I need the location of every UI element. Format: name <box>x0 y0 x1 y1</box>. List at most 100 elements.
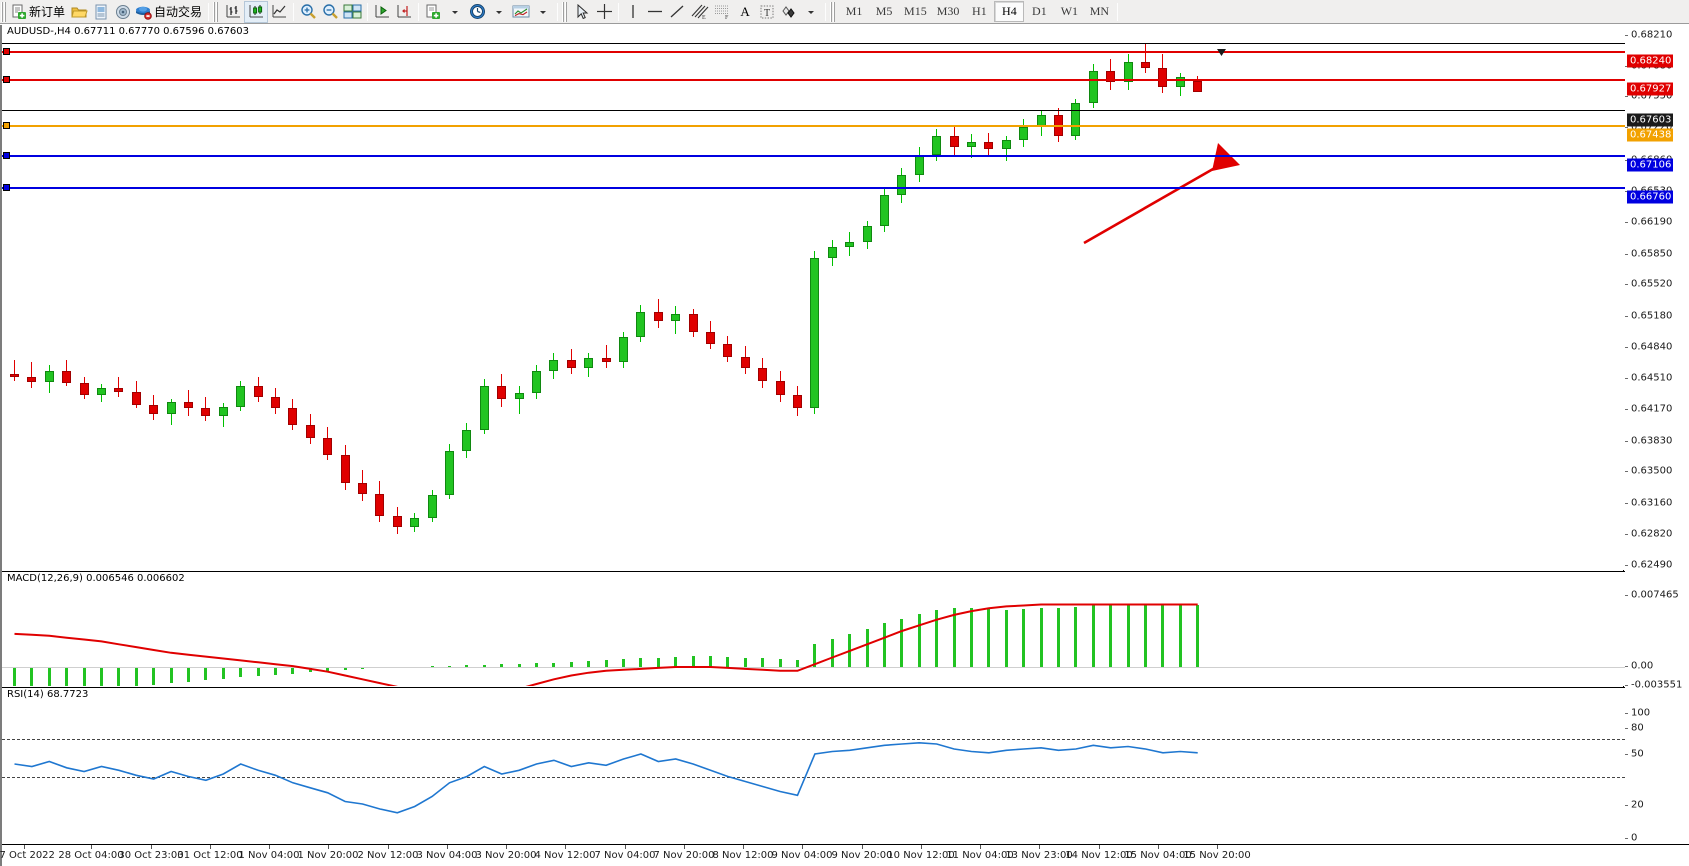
candlestick-chart-button[interactable] <box>244 0 269 23</box>
timeframe-button-mn[interactable]: MN <box>1084 1 1114 22</box>
objects-list-button[interactable] <box>778 1 800 23</box>
price-tick <box>1624 315 1628 317</box>
timeframe-button-m5[interactable]: M5 <box>869 1 899 22</box>
timeframe-button-d1[interactable]: D1 <box>1024 1 1054 22</box>
price-axis[interactable]: 0.682100.678800.675500.672200.668600.665… <box>1623 25 1689 866</box>
crosshair-button[interactable] <box>593 1 615 23</box>
macd-pane[interactable]: MACD(12,26,9) 0.006546 0.006602 <box>2 571 1625 686</box>
price-tick <box>1624 440 1628 442</box>
price-tag[interactable]: 0.67603 <box>1627 113 1674 127</box>
text-button[interactable]: A <box>734 1 756 23</box>
timeframe-button-m30[interactable]: M30 <box>932 1 965 22</box>
candle-body <box>1141 61 1150 69</box>
load-profile-button[interactable] <box>90 1 112 23</box>
candle-body <box>462 429 472 452</box>
price-tag[interactable]: 0.67927 <box>1627 82 1674 96</box>
new-order-label: 新订单 <box>29 5 66 19</box>
toolbar-grip[interactable] <box>1 1 8 22</box>
macd-histogram-bar <box>796 660 799 667</box>
chart-scroll-indicator[interactable] <box>1217 49 1226 56</box>
price-pane[interactable]: AUDUSD-,H4 0.67711 0.67770 0.67596 0.676… <box>2 25 1625 570</box>
rsi-axis-label: 0 <box>1631 832 1638 844</box>
line-chart-button[interactable] <box>268 1 290 23</box>
price-tag[interactable]: 0.68240 <box>1627 54 1674 68</box>
price-tag[interactable]: 0.67438 <box>1627 128 1674 142</box>
resistance-upper[interactable] <box>2 48 1625 55</box>
templates-button[interactable] <box>68 1 90 23</box>
price-plot-area[interactable] <box>2 25 1625 570</box>
macd-plot-area[interactable] <box>2 572 1625 686</box>
templates-menu-dropdown[interactable] <box>532 1 554 23</box>
timeframe-button-h1[interactable]: H1 <box>964 1 994 22</box>
fibonacci-retracement-button[interactable]: F <box>711 1 734 23</box>
timeframe-button-m15[interactable]: M15 <box>899 1 932 22</box>
line-drag-handle[interactable] <box>3 48 10 55</box>
macd-histogram-bar <box>1022 609 1026 667</box>
text-label-button[interactable]: T <box>756 1 778 23</box>
candle-body <box>323 438 333 455</box>
timeframe-button-w1[interactable]: W1 <box>1054 1 1084 22</box>
trendline-button[interactable] <box>666 1 688 23</box>
rsi-plot-area[interactable] <box>2 688 1625 844</box>
candle-body <box>810 258 820 409</box>
resistance-lower[interactable] <box>2 76 1625 83</box>
horizontal-line-button[interactable] <box>644 1 666 23</box>
timeframe-button-m1[interactable]: M1 <box>839 1 869 22</box>
macd-histogram-bar <box>256 667 260 677</box>
macd-histogram-bar <box>343 667 347 670</box>
support-upper[interactable] <box>2 152 1625 159</box>
time-tick <box>743 845 744 849</box>
price-tag[interactable]: 0.66760 <box>1627 190 1674 204</box>
auto-trading-button[interactable]: 自动交易 <box>134 1 205 23</box>
bullish-trend-arrow[interactable] <box>1072 135 1272 255</box>
line-drag-handle[interactable] <box>3 76 10 83</box>
tile-windows-button[interactable] <box>341 1 364 23</box>
candle-body <box>549 360 559 372</box>
candle-body <box>619 337 628 363</box>
toolbar-grip-4[interactable] <box>830 1 838 22</box>
price-tag[interactable]: 0.67106 <box>1627 158 1674 172</box>
equidistant-channel-button[interactable]: E <box>688 1 711 23</box>
new-order-button[interactable]: 新订单 <box>10 1 68 23</box>
line-drag-handle[interactable] <box>3 184 10 191</box>
timeframe-label: MN <box>1089 4 1110 18</box>
macd-histogram-bar <box>430 666 434 668</box>
candle-body <box>653 312 663 322</box>
pivot-line[interactable] <box>2 122 1625 129</box>
zoom-out-button[interactable] <box>319 1 341 23</box>
market-watch-button[interactable] <box>112 1 134 23</box>
timeframe-label: M15 <box>904 4 927 18</box>
add-indicator-button[interactable] <box>422 1 444 23</box>
cursor-button[interactable] <box>571 1 593 23</box>
zoom-in-button[interactable] <box>297 1 319 23</box>
chart-shift-button[interactable] <box>393 1 415 23</box>
macd-histogram-bar <box>535 663 538 667</box>
macd-histogram-bar <box>1144 603 1147 667</box>
line-drag-handle[interactable] <box>3 122 10 129</box>
chart-window[interactable]: 0.682100.678800.675500.672200.668600.665… <box>0 25 1689 866</box>
rsi-pane[interactable]: RSI(14) 68.7723 <box>2 687 1625 844</box>
auto-scroll-button[interactable] <box>371 1 393 23</box>
templates-menu-button[interactable] <box>510 1 532 23</box>
macd-histogram-bar <box>500 664 504 667</box>
vertical-line-button[interactable] <box>622 1 644 23</box>
time-tick <box>210 845 211 849</box>
svg-text:T: T <box>764 8 770 19</box>
add-indicator-dropdown[interactable] <box>444 1 466 23</box>
toolbar-grip-2[interactable] <box>213 1 221 22</box>
globe-icon <box>115 4 131 20</box>
line-drag-handle[interactable] <box>3 152 10 159</box>
support-lower[interactable] <box>2 184 1625 191</box>
timeframe-button-h4[interactable]: H4 <box>994 1 1025 22</box>
time-tick <box>24 845 25 849</box>
bar-chart-button[interactable] <box>222 1 244 23</box>
period-button[interactable] <box>466 1 488 23</box>
macd-histogram-bar <box>82 667 86 686</box>
time-tick-label: 7 Nov 04:00 <box>594 850 656 861</box>
objects-list-dropdown[interactable] <box>800 1 822 23</box>
chart-template-icon <box>512 4 530 20</box>
main-toolbar: 新订单 <box>0 0 1689 24</box>
period-dropdown[interactable] <box>488 1 510 23</box>
toolbar-grip-3[interactable] <box>562 1 570 22</box>
